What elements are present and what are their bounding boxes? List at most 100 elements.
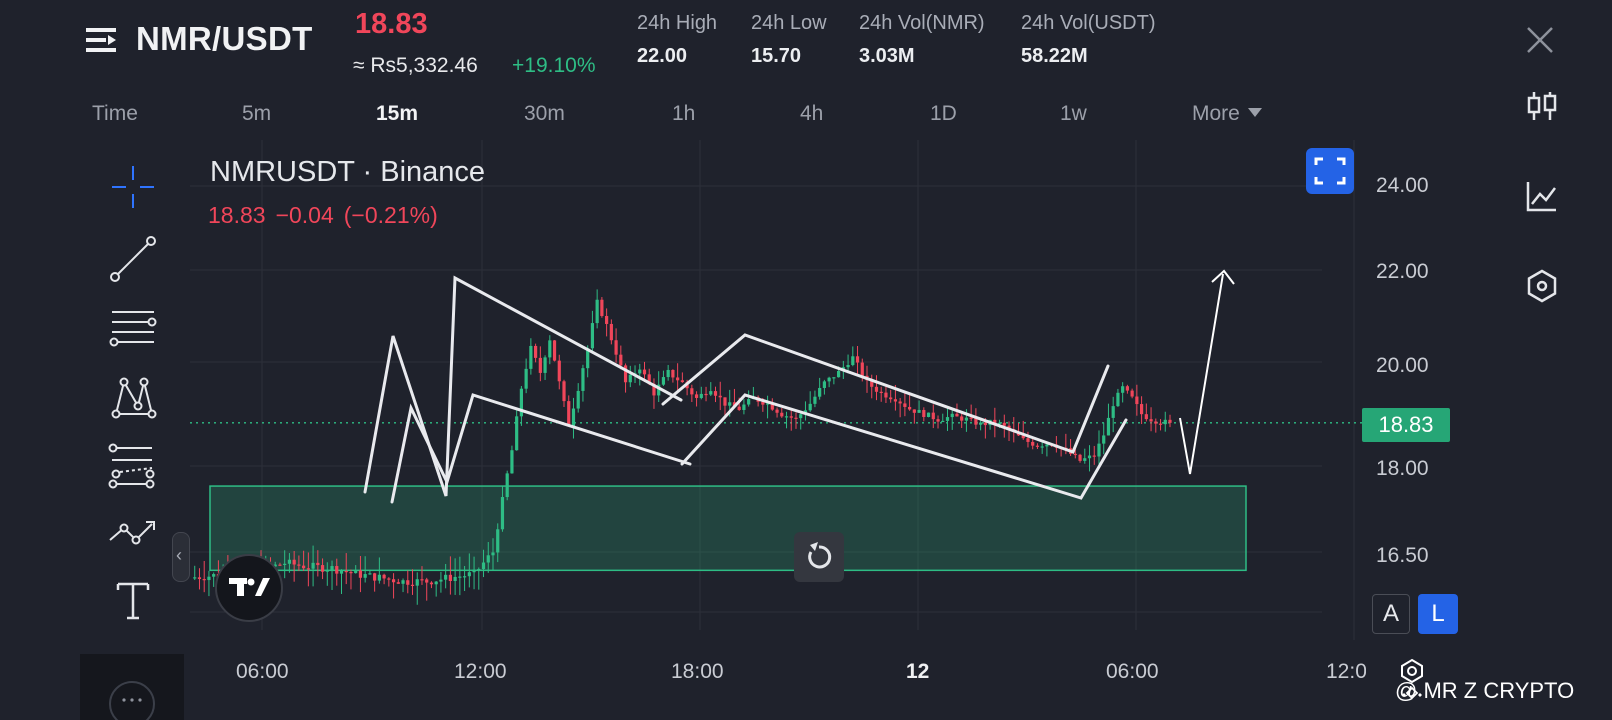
candle-body [666,369,670,378]
log-scale-button[interactable]: L [1418,594,1458,634]
candle-body [765,403,770,405]
candle-body [548,340,552,358]
candle-body [382,574,386,579]
candle-body [609,323,613,341]
candle-body [737,406,741,410]
crosshair-tool-icon[interactable] [104,158,162,216]
candle-body [628,374,632,383]
candle-body [420,579,424,581]
x-tick-label: 12:00 [454,660,507,683]
collapse-toolbar-handle[interactable]: ‹ [172,532,190,582]
candle-body [761,401,765,405]
candle-body [818,387,822,397]
approx-local-price: ≈ Rs5,332.46 [353,54,478,77]
candle-body [827,377,831,382]
annotation-flag-lower [680,393,1128,500]
pattern-tool-icon[interactable] [104,368,162,426]
tab-time[interactable]: Time [92,102,138,125]
candle-body [841,367,845,371]
candle-body [500,497,505,530]
candle-body [1045,444,1049,447]
annotation-zigzag-lower [390,393,692,504]
candle-body [1087,455,1092,459]
candle-body [472,569,476,573]
candle-body [524,368,528,389]
candle-body [1092,455,1096,457]
path-tool-icon[interactable] [104,504,162,562]
annotation-projection-line [1179,273,1224,475]
tab-1h[interactable]: 1h [672,102,696,125]
fib-tool-icon[interactable] [104,438,162,496]
tab-more-label: More [1192,102,1240,125]
candle-body [908,406,912,410]
binance-logo-icon [1401,658,1423,700]
text-tool-icon[interactable] [104,572,162,630]
candle-body [889,397,893,400]
pair-title[interactable]: NMR/USDT [136,20,313,57]
candle-body [534,345,538,358]
candle-body [997,422,1002,424]
panel-toggle-area[interactable] [80,654,184,720]
candle-body [325,570,329,572]
candle-body [387,578,391,580]
candle-body [287,559,292,564]
candle-body [874,386,879,392]
candle-body [964,417,969,421]
trendline-tool-icon[interactable] [104,230,162,288]
candle-body [983,422,987,426]
candle-body [1130,390,1134,397]
candle-body [993,419,997,423]
auto-scale-button[interactable]: A [1372,594,1410,634]
candle-body [335,566,339,574]
close-icon[interactable] [1524,24,1556,56]
menu-icon[interactable] [86,26,120,54]
candle-body [676,377,680,381]
tab-4h[interactable]: 4h [800,102,824,125]
fullscreen-button[interactable] [1306,148,1354,194]
candle-body [969,417,973,419]
chart-ohlc-line: 18.83 −0.04 (−0.21%) [208,202,448,229]
candle-body [344,570,348,573]
candle-body [742,404,746,410]
candle-body [543,357,547,373]
candles-icon[interactable] [1522,86,1562,126]
candle-body [197,577,202,580]
candle-body [1116,392,1120,407]
candle-body [794,417,798,419]
candle-body [680,380,684,383]
candle-body [789,416,793,418]
chart-change: −0.04 [275,202,334,228]
candle-body [339,570,344,574]
tab-more[interactable]: More [1192,102,1262,126]
tab-15m[interactable]: 15m [376,102,419,125]
change-percent: +19.10% [512,54,596,77]
tab-1w[interactable]: 1w [1060,102,1087,125]
chart-last: 18.83 [208,202,266,228]
reset-chart-button[interactable] [794,532,844,582]
candle-body [406,580,410,585]
candle-body [912,409,916,413]
candle-body [562,381,566,402]
candle-body [1106,417,1111,436]
candle-body [1121,386,1125,393]
candle-body [926,412,931,418]
settings-hex-icon[interactable] [1522,266,1562,306]
tradingview-logo[interactable] [215,554,283,622]
tab-30m[interactable]: 30m [524,102,565,125]
candle-body [576,390,580,409]
candle-body [1163,419,1167,425]
candle-body [694,394,699,398]
candle-body [713,391,718,396]
tab-1d[interactable]: 1D [930,102,957,125]
candle-body [1139,404,1144,415]
horizontal-lines-tool-icon[interactable] [104,300,162,358]
tab-5m[interactable]: 5m [242,102,272,125]
candle-body [775,409,779,413]
candle-body [292,559,296,565]
x-tick-label: 06:00 [1106,660,1159,683]
indicators-icon[interactable] [1522,176,1562,216]
candle-body [1154,421,1158,424]
candle-body [434,581,438,585]
stat-24h-vol-usdt: 24h Vol(USDT) 58.22M [1021,12,1156,67]
candle-body [1002,422,1006,426]
